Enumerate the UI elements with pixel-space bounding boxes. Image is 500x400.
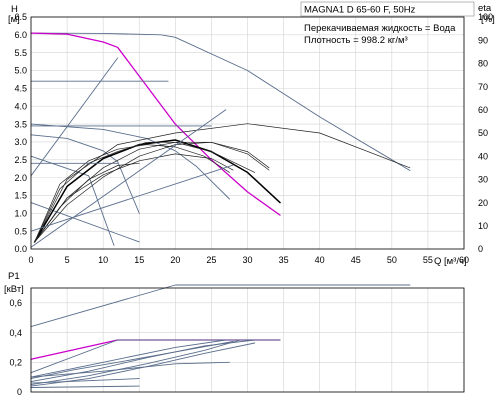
- power-series-group: [30, 284, 411, 388]
- x-tick-label: 50: [387, 255, 397, 265]
- y2-tick-label: 30: [478, 175, 488, 185]
- y2-tick-label: 100: [478, 12, 493, 22]
- power-p-line-9: [30, 378, 140, 384]
- x-tick-label: 60: [459, 255, 469, 265]
- head-eta-line-11: [34, 141, 270, 243]
- y-tick-label: 3.0: [14, 137, 27, 147]
- y2-axis-label: eta: [478, 3, 492, 14]
- y-tick-label: 4.0: [14, 101, 27, 111]
- y2-tick-label: 80: [478, 59, 488, 69]
- x-tick-label: 30: [242, 255, 252, 265]
- y-tick-label: 4.5: [14, 84, 27, 94]
- density-note: Плотность = 998.2 кг/м³: [304, 35, 408, 46]
- y2-tick-label: 20: [478, 198, 488, 208]
- p1-tick-label: 0,4: [9, 328, 22, 338]
- head-hq-line-5: [30, 155, 115, 246]
- y-tick-label: 3.5: [14, 119, 27, 129]
- power-p-selected-line-1: [30, 339, 281, 360]
- head-eta-line-9: [34, 141, 256, 243]
- power-p-line-10: [30, 385, 140, 388]
- x-tick-label: 20: [170, 255, 180, 265]
- y-tick-label: 2.0: [14, 173, 27, 183]
- x-tick-label: 25: [206, 255, 216, 265]
- y-tick-label: 0.0: [14, 244, 27, 254]
- p1-tick-label: 0,6: [9, 298, 22, 308]
- y-tick-label: 1.5: [14, 191, 27, 201]
- tick-labels: 0 5 10 15 20 25 30 35 40 45 50 55 60 0.0 0.5 1.0 1.5 2.0 2…: [9, 12, 493, 397]
- x-tick-label: 40: [315, 255, 325, 265]
- head-hq-line-2: [30, 134, 140, 214]
- y-tick-label: 5.5: [14, 48, 27, 58]
- p1-tick-label: 0,2: [9, 357, 22, 367]
- head-hq-line-3: [30, 123, 230, 200]
- p1-tick-label: 0: [17, 387, 22, 397]
- y-tick-label: 6.0: [14, 30, 27, 40]
- power-p-line-5: [30, 339, 281, 386]
- y-tick-label: 1.0: [14, 209, 27, 219]
- head-eta-bold-line-7: [33, 139, 281, 243]
- medium-note: Перекачиваемая жидкость = Вода: [304, 23, 456, 34]
- y2-axis-unit: [%]: [481, 14, 495, 25]
- y-tick-label: 6.5: [14, 12, 27, 22]
- y-axis-unit: [м]: [8, 14, 20, 25]
- x-axis-unit: [м³/ч]: [444, 256, 467, 267]
- head-plot-frame: [30, 16, 465, 250]
- y-axis-label: H: [11, 4, 18, 15]
- y2-tick-label: 0: [478, 244, 483, 254]
- y-tick-label: 5.0: [14, 66, 27, 76]
- x-tick-label: 45: [351, 255, 361, 265]
- y-tick-label: 0.5: [14, 226, 27, 236]
- head-hq-selected-line-1: [30, 32, 281, 216]
- head-sys-line-16: [30, 164, 234, 232]
- head-sys-line-15: [30, 109, 227, 248]
- head-eta-line-13: [34, 153, 234, 243]
- head-series-group: [30, 32, 411, 248]
- p1-axis-unit: [кВт]: [4, 284, 24, 295]
- head-eta-line-6: [34, 123, 411, 243]
- power-p-line-7: [30, 361, 230, 378]
- x-tick-label: 0: [28, 255, 33, 265]
- power-p-line-4: [30, 339, 281, 383]
- p1-axis-label: P1: [8, 271, 20, 282]
- y2-tick-label: 70: [478, 82, 488, 92]
- head-eta-line-10: [34, 141, 270, 243]
- head-sys-line-14: [30, 57, 119, 177]
- head-hq-line-0: [30, 32, 411, 171]
- x-tick-label: 55: [423, 255, 433, 265]
- x-tick-label: 35: [279, 255, 289, 265]
- head-grid: [30, 16, 465, 250]
- power-p-line-0: [30, 284, 411, 328]
- y2-tick-label: 10: [478, 221, 488, 231]
- x-axis-label: Q: [434, 256, 441, 267]
- y2-tick-label: 90: [478, 35, 488, 45]
- y-tick-label: 2.5: [14, 155, 27, 165]
- power-plot-frame: [30, 287, 465, 393]
- title-box: [300, 1, 475, 17]
- chart-title: MAGNA1 D 65-60 F, 50Hz: [304, 5, 416, 16]
- y2-tick-label: 60: [478, 105, 488, 115]
- y2-tick-label: 50: [478, 128, 488, 138]
- x-tick-label: 10: [98, 255, 108, 265]
- power-p-line-6: [30, 341, 234, 380]
- y2-tick-label: 40: [478, 151, 488, 161]
- x-tick-label: 5: [65, 255, 70, 265]
- x-tick-label: 15: [134, 255, 144, 265]
